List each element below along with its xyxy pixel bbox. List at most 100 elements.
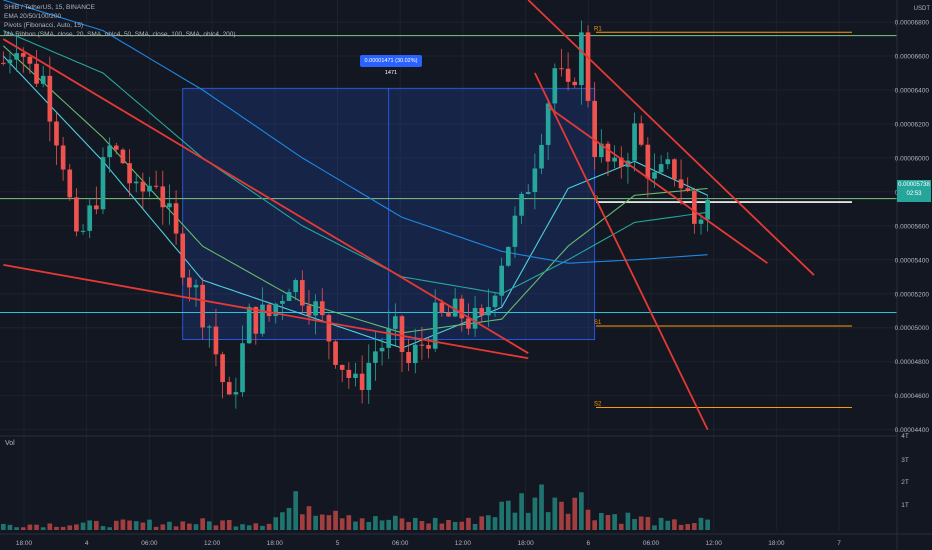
candle-body bbox=[612, 157, 617, 162]
volume-bar bbox=[373, 516, 378, 530]
candle-body bbox=[246, 306, 252, 344]
volume-bar bbox=[572, 497, 578, 530]
measure-label: 0.00001471 (30.02%) 1471 bbox=[360, 55, 422, 76]
volume-bar bbox=[492, 517, 498, 530]
time-tick-label: 7 bbox=[837, 540, 841, 547]
candle-body bbox=[153, 185, 159, 187]
pivot-label: S1 bbox=[594, 320, 602, 326]
candle-body bbox=[173, 203, 179, 234]
volume-bar bbox=[273, 517, 279, 530]
candle-body bbox=[240, 343, 245, 393]
candle-body bbox=[672, 159, 677, 180]
volume-bar bbox=[658, 517, 664, 530]
volume-bar bbox=[419, 521, 425, 530]
volume-bar bbox=[672, 519, 677, 530]
candle-body bbox=[339, 364, 345, 370]
ema-indicator-label[interactable]: EMA 20/50/100/200 bbox=[4, 13, 62, 20]
candle-body bbox=[94, 205, 99, 210]
candle-body bbox=[187, 277, 192, 288]
volume-bar bbox=[592, 520, 598, 530]
candle-body bbox=[253, 306, 259, 334]
volume-bar bbox=[160, 524, 166, 530]
candle-body bbox=[665, 159, 671, 165]
volume-bar bbox=[87, 520, 93, 530]
volume-bar bbox=[652, 525, 657, 530]
time-tick-label: 18:00 bbox=[517, 540, 534, 547]
price-tick-label: 0.00004400 bbox=[895, 427, 930, 434]
candle-body bbox=[220, 354, 225, 383]
volume-bar bbox=[545, 512, 551, 530]
candle-body bbox=[226, 382, 232, 395]
candle-body bbox=[74, 197, 79, 232]
volume-bar bbox=[113, 520, 119, 530]
volume-bar bbox=[446, 519, 451, 530]
candle-body bbox=[678, 179, 684, 189]
time-tick-label: 06:00 bbox=[141, 540, 158, 547]
candle-body bbox=[638, 123, 644, 145]
volume-bar bbox=[519, 493, 524, 530]
volume-bar bbox=[40, 527, 46, 530]
currency-label: USDT bbox=[913, 6, 930, 12]
candle-body bbox=[406, 352, 411, 364]
volume-bar bbox=[638, 516, 644, 530]
time-tick-label: 06:00 bbox=[643, 540, 660, 547]
candle-body bbox=[559, 68, 564, 70]
time-tick-label: 12:00 bbox=[706, 540, 723, 547]
volume-bar bbox=[226, 520, 232, 530]
volume-bar bbox=[379, 520, 385, 530]
volume-bar bbox=[412, 517, 418, 530]
volume-bar bbox=[127, 520, 132, 530]
volume-bar bbox=[299, 514, 305, 530]
volume-bar bbox=[459, 521, 465, 530]
price-tick-label: 0.00006200 bbox=[895, 121, 930, 128]
candle-body bbox=[519, 193, 524, 216]
volume-bar bbox=[585, 509, 591, 530]
volume-bar bbox=[220, 520, 225, 530]
pivot-label: R1 bbox=[594, 26, 602, 32]
volume-bar bbox=[366, 521, 372, 530]
candle-body bbox=[80, 230, 86, 232]
candle-body bbox=[14, 53, 19, 60]
volume-bar bbox=[193, 524, 199, 530]
volume-bar bbox=[472, 523, 478, 530]
volume-bar bbox=[685, 524, 691, 530]
volume-bar bbox=[479, 516, 485, 530]
volume-bar bbox=[253, 523, 259, 530]
volume-bar bbox=[399, 518, 405, 530]
candle-body bbox=[193, 284, 199, 288]
ma-ribbon-indicator-label[interactable]: MA Ribbon (SMA, close, 20, SMA, ohlc4, 5… bbox=[4, 31, 236, 38]
volume-bar bbox=[34, 524, 39, 530]
volume-bar bbox=[54, 526, 59, 530]
trendline bbox=[2, 38, 529, 354]
price-tick-label: 0.00004600 bbox=[895, 393, 930, 400]
volume-bar bbox=[579, 492, 584, 530]
volume-bar bbox=[346, 515, 352, 530]
time-tick-label: 06:00 bbox=[392, 540, 409, 547]
volume-tick-label: 4T bbox=[901, 433, 909, 440]
volume-bar bbox=[306, 506, 312, 530]
candle-body bbox=[200, 284, 205, 328]
time-tick-label: 18:00 bbox=[267, 540, 284, 547]
candle-body bbox=[545, 103, 551, 145]
candle-body bbox=[618, 157, 624, 167]
volume-bar bbox=[645, 517, 651, 530]
candle-body bbox=[426, 345, 431, 349]
volume-bar bbox=[552, 497, 558, 530]
volume-bar bbox=[74, 524, 79, 530]
candle-body bbox=[346, 369, 352, 378]
ema-line bbox=[3, 0, 708, 264]
candle-body bbox=[373, 351, 378, 363]
candle-body bbox=[233, 392, 239, 395]
volume-bar bbox=[133, 521, 139, 530]
candle-body bbox=[466, 318, 471, 329]
volume-bar bbox=[678, 524, 684, 530]
trendline bbox=[527, 0, 815, 276]
volume-bar bbox=[200, 518, 205, 530]
candle-body bbox=[120, 149, 126, 164]
candle-body bbox=[20, 53, 26, 57]
candle-body bbox=[592, 100, 598, 158]
candle-body bbox=[585, 32, 591, 101]
pivots-indicator-label[interactable]: Pivots (Fibonacci, Auto, 15) bbox=[4, 22, 84, 29]
candle-body bbox=[685, 188, 691, 192]
